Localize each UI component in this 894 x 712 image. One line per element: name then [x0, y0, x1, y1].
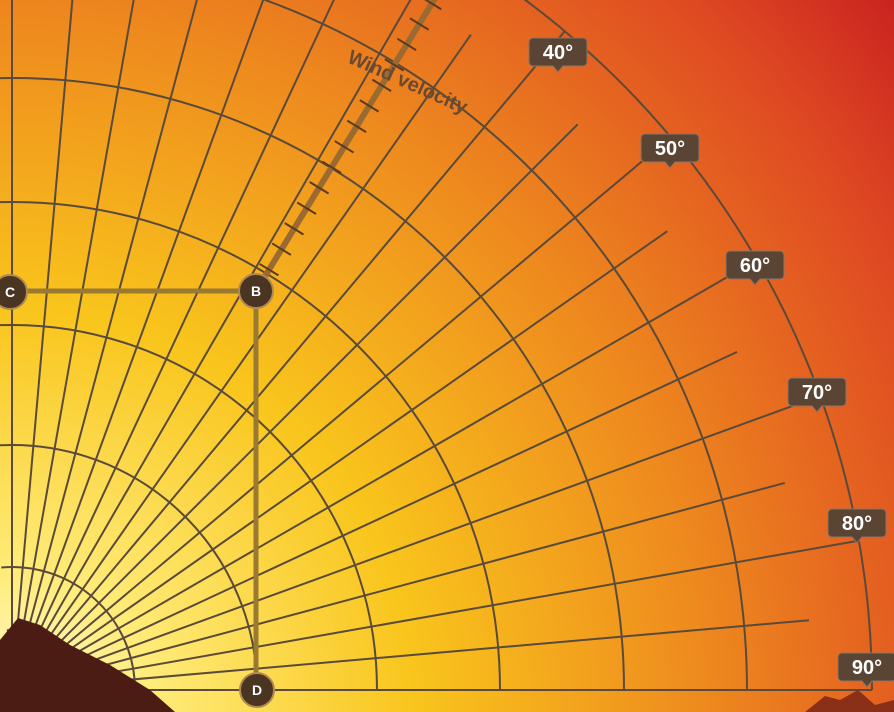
radial-line — [11, 539, 860, 691]
label-box — [827, 508, 887, 544]
point-label: B — [251, 283, 261, 299]
radial-line — [11, 350, 738, 691]
wind-tick — [424, 0, 442, 11]
radial-line — [11, 481, 785, 691]
points: B C D — [0, 273, 275, 708]
arc — [0, 201, 501, 691]
arc — [0, 324, 378, 691]
radial-line — [11, 123, 579, 691]
radial-line — [11, 136, 672, 691]
label-box — [837, 652, 894, 688]
angle-label: 50° — [655, 138, 685, 160]
wind-tick — [396, 37, 417, 52]
angle-label: 80° — [842, 513, 872, 535]
wind-tick — [259, 263, 279, 277]
polar-grid — [0, 0, 873, 691]
radial-line — [11, 394, 821, 691]
angle-label: 90° — [852, 657, 882, 679]
wind-tick — [384, 58, 405, 72]
radial-line — [11, 619, 810, 691]
label-box — [528, 37, 588, 73]
arc — [0, 77, 625, 691]
wind-tick — [409, 17, 430, 31]
mountain — [0, 618, 175, 712]
arc — [0, 444, 258, 691]
radial-line — [11, 0, 135, 691]
radial-line — [11, 0, 265, 691]
angle-label: 60° — [740, 255, 770, 277]
point-marker — [238, 273, 274, 309]
angle-label: 40° — [543, 42, 573, 64]
arc — [262, 0, 748, 691]
wind-tick — [284, 222, 304, 236]
angle-labels: 40° 50° 60° 70° 80° 90° — [528, 37, 894, 688]
wind-tick — [359, 99, 380, 113]
point-label: C — [5, 284, 15, 300]
wind-axis — [253, 0, 438, 293]
wind-tick — [271, 242, 292, 256]
label-box — [640, 133, 700, 169]
radial-line — [11, 230, 668, 691]
wind-tick — [296, 201, 317, 215]
label-box — [725, 250, 785, 286]
radial-line — [11, 0, 198, 691]
mountain — [805, 690, 894, 712]
point-marker — [239, 672, 275, 708]
arc — [523, 0, 873, 691]
radial-line — [11, 30, 566, 691]
radial-line — [11, 34, 472, 691]
wind-tick — [321, 160, 342, 174]
angle-label: 70° — [802, 382, 832, 404]
wind-velocity-scale — [253, 0, 442, 293]
radial-line — [11, 0, 412, 691]
wind-tick — [346, 119, 367, 133]
radial-line — [11, 259, 758, 691]
wind-tick — [371, 78, 392, 92]
label-box — [787, 377, 847, 413]
wind-tick — [334, 140, 355, 154]
arc — [1, 566, 136, 691]
point-marker — [0, 274, 28, 310]
wind-tick — [309, 181, 330, 195]
point-label: D — [252, 682, 262, 698]
radial-line — [11, 0, 335, 691]
